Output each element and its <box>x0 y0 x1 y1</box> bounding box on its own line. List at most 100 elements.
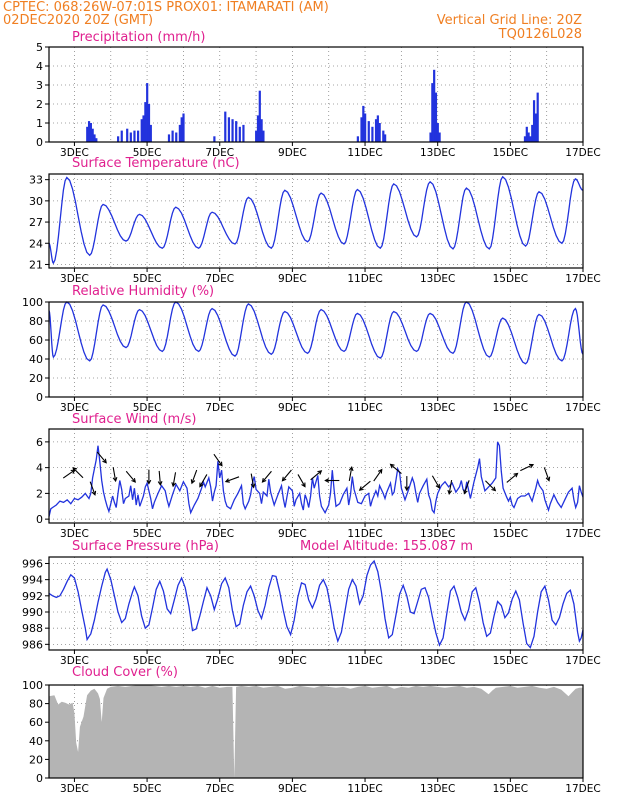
precip-bar <box>142 115 145 142</box>
precip-bar <box>227 117 231 142</box>
precip-bar <box>117 136 120 142</box>
precip-bar <box>224 111 227 142</box>
x-tick-label: 17DEC <box>565 528 600 540</box>
x-tick-label: 3DEC <box>60 402 89 414</box>
x-tick-label: 13DEC <box>420 402 455 414</box>
y-tick-label: 4 <box>36 60 43 73</box>
x-tick-label: 11DEC <box>347 783 382 795</box>
wind-vector-arrow <box>261 470 272 483</box>
wind-vector-arrow <box>324 478 340 483</box>
y-tick-label: 20 <box>29 753 43 766</box>
y-tick-label: 0 <box>36 391 43 404</box>
x-tick-label: 3DEC <box>60 528 89 540</box>
wind-vector-head <box>301 482 306 488</box>
wind-vector-head <box>513 472 519 478</box>
header-grid-line-note: Vertical Grid Line: 20Z <box>436 13 582 28</box>
frame-wind <box>48 428 584 524</box>
precip-bar <box>137 130 140 142</box>
wind-vector-head <box>224 478 230 483</box>
precip-bar <box>133 130 136 142</box>
panel-precip: 0 1 2 3 4 5 3DEC 5DEC 7DEC 9DEC 11DEC 13DEC 15DEC 17D… <box>36 30 601 159</box>
frame-precip <box>48 46 584 143</box>
precip-bar <box>238 126 241 142</box>
precip-bar <box>382 130 385 142</box>
wind-vector-head <box>281 476 287 482</box>
precip-bar <box>258 90 261 142</box>
wind-vector-arrow <box>157 470 163 487</box>
panel-wind: 0 2 4 6 3DEC 5DEC 7DEC 9DEC 11DEC 13DEC 15DEC 17DEC… <box>36 412 601 540</box>
wind-vector-arrow <box>431 475 440 489</box>
precip-bar <box>376 115 379 142</box>
wind-vector-arrow <box>485 480 497 492</box>
x-tick-label: 15DEC <box>493 273 528 285</box>
y-tick-label: 80 <box>29 698 43 711</box>
precip-bar <box>531 124 534 142</box>
temp-line <box>48 175 584 265</box>
x-tick-label: 7DEC <box>205 783 234 795</box>
precip-bar <box>356 136 359 142</box>
precip-bar <box>175 132 178 142</box>
x-tick-label: 17DEC <box>565 273 600 285</box>
wind-vector-shaft <box>262 470 272 483</box>
precip-bar <box>431 83 434 142</box>
precip-bar <box>171 130 174 142</box>
x-tick-label: 9DEC <box>278 528 307 540</box>
wind-vector-arrow <box>224 476 240 483</box>
plot-area-rh <box>49 302 583 397</box>
x-tick-label: 13DEC <box>420 147 455 159</box>
precip-bar <box>434 92 438 142</box>
wind-vector-head <box>389 463 395 469</box>
frame-temp <box>48 173 584 269</box>
precip-bar <box>147 104 151 142</box>
x-tick-label: 3DEC <box>60 147 89 159</box>
wind-vector-shaft <box>463 480 470 494</box>
wind-vector-arrow <box>250 473 256 489</box>
wind-vector-arrow <box>89 481 97 496</box>
precip-bar <box>87 121 91 142</box>
x-tick-label: 9DEC <box>278 783 307 795</box>
y-tick-label: 0 <box>36 513 43 526</box>
wind-vector-arrow <box>96 451 107 464</box>
wind-vector-arrow <box>358 480 371 491</box>
wind-vector-arrow <box>373 468 383 482</box>
wind-vector-arrow <box>463 480 470 495</box>
header-station-line: CPTEC: 068:26W-07:01S PROX01: ITAMARATI … <box>3 0 329 15</box>
plot-area-temp <box>49 174 583 268</box>
precip-bar <box>523 136 527 142</box>
y-tick-label: 0 <box>36 136 43 149</box>
x-tick-label: 13DEC <box>420 273 455 285</box>
precip-bar <box>255 130 258 142</box>
x-tick-label: 7DEC <box>205 402 234 414</box>
wind-vector-head <box>72 467 78 472</box>
wind-vector-head <box>218 461 223 467</box>
wind-vector-shaft <box>359 480 371 491</box>
x-tick-label: 7DEC <box>205 655 234 667</box>
y-tick-label: 3 <box>36 79 43 92</box>
x-tick-label: 7DEC <box>205 273 234 285</box>
y-tick-label: 60 <box>29 334 43 347</box>
wind-vector-shaft <box>250 473 255 488</box>
precip-bar <box>213 136 216 142</box>
wind-vector-head <box>91 490 97 496</box>
wind-vector-head <box>102 458 107 464</box>
y-tick-label: 60 <box>29 716 43 729</box>
wind-vector-arrow <box>213 453 223 467</box>
precip-bar <box>378 123 381 142</box>
y-tick-label: 994 <box>22 574 43 587</box>
panel-cloud: 0 20 40 60 80 100 3DEC 5DEC 7DEC 9DEC 11DEC 13DEC 15… <box>22 665 601 795</box>
y-tick-label: 992 <box>22 590 43 603</box>
y-tick-label: 0 <box>36 772 43 785</box>
header-model-code: TQ0126L028 <box>498 27 582 42</box>
x-tick-label: 11DEC <box>347 147 382 159</box>
precip-bar <box>89 123 92 142</box>
x-tick-label: 15DEC <box>493 528 528 540</box>
wind-vector-arrow <box>112 467 118 483</box>
wind-vector-shaft <box>112 467 117 482</box>
panel-press: 986 988 990 992 994 996 3DEC 5DEC 7DEC 9DEC 11DEC 1… <box>22 539 601 667</box>
wind-vector-shaft <box>506 473 518 483</box>
y-tick-label: 2 <box>36 487 43 500</box>
wind-vector-head <box>545 476 551 482</box>
pressure-line <box>48 559 584 649</box>
precip-bar <box>140 119 143 142</box>
panel-title-wind: Surface Wind (m/s) <box>72 412 196 427</box>
